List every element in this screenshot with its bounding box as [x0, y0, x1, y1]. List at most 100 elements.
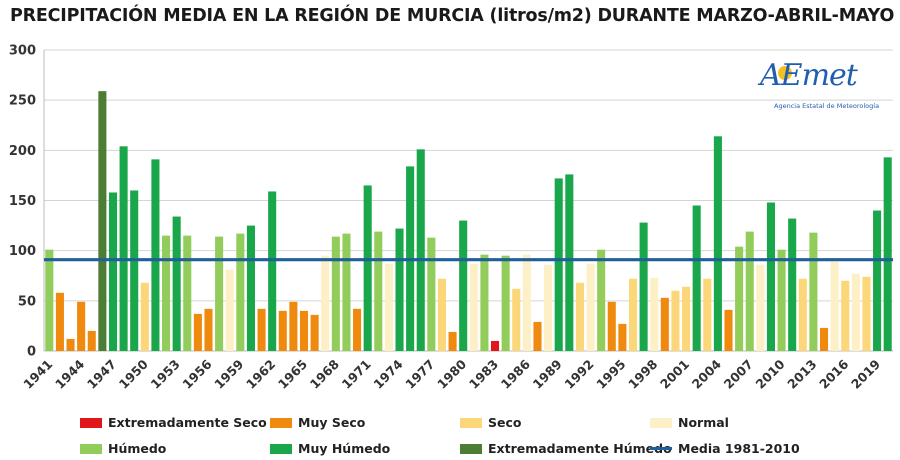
bar-2000 [671, 290, 680, 351]
bar-1988 [544, 264, 553, 351]
bar-1956 [204, 308, 213, 351]
bar-2013 [809, 232, 818, 351]
x-tick-label: 2001 [657, 357, 692, 392]
bar-1991 [575, 282, 584, 351]
x-tick-label: 1971 [339, 357, 374, 392]
bar-1968 [331, 236, 340, 351]
bar-1985 [512, 288, 521, 351]
bar-1946 [98, 91, 107, 352]
bar-1970 [353, 308, 362, 351]
bar-1953 [172, 216, 181, 351]
legend-swatch [460, 443, 482, 454]
x-tick-label: 2019 [848, 357, 883, 392]
bar-1949 [130, 190, 139, 351]
x-tick-label: 1989 [530, 357, 565, 392]
bar-1958 [225, 269, 234, 351]
legend-swatch [650, 447, 672, 450]
bar-1992 [586, 263, 595, 351]
bar-1973 [384, 263, 393, 351]
bar-1993 [597, 249, 606, 351]
bar-1986 [522, 254, 531, 351]
y-tick-label: 50 [18, 294, 36, 309]
bar-1994 [607, 301, 616, 351]
legend-label: Seco [488, 415, 522, 430]
bar-1957 [215, 236, 224, 351]
x-tick-label: 1977 [402, 357, 437, 392]
bar-2017 [851, 273, 860, 351]
y-tick-label: 0 [27, 345, 36, 360]
chart-title: PRECIPITACIÓN MEDIA EN LA REGIÓN DE MURC… [10, 6, 895, 26]
x-tick-label: 1965 [275, 357, 310, 392]
bar-2019 [873, 210, 882, 351]
bar-1959 [236, 233, 245, 351]
y-tick-label: 250 [9, 94, 36, 109]
bar-1977 [427, 237, 436, 351]
bar-2008 [756, 264, 765, 351]
x-tick-label: 1998 [625, 357, 660, 392]
bar-1978 [437, 278, 447, 351]
bar-2004 [713, 136, 722, 351]
bar-1997 [639, 222, 648, 351]
bar-1976 [416, 149, 425, 351]
legend-swatch [80, 417, 102, 428]
bar-1981 [469, 263, 478, 351]
bar-1944 [77, 301, 86, 351]
bar-1954 [183, 235, 192, 351]
bar-2003 [703, 278, 712, 351]
x-tick-label: 1947 [84, 357, 119, 392]
x-axis-ticks: 1941194419471950195319561959196219651968… [20, 356, 883, 391]
x-tick-label: 1956 [179, 356, 214, 391]
bar-1963 [278, 310, 287, 351]
x-tick-label: 1941 [20, 357, 55, 392]
bar-1982 [480, 254, 489, 351]
legend-swatch [80, 443, 102, 454]
legend-item: Muy Húmedo [270, 441, 390, 456]
bar-1969 [342, 233, 351, 351]
bar-1971 [363, 185, 372, 351]
x-tick-label: 2007 [721, 357, 756, 392]
bar-1995 [618, 323, 627, 351]
legend-item: Extremadamente Húmedo [460, 441, 672, 456]
aemet-logo: AEmet Agencia Estatal de Meteorología [760, 58, 880, 120]
bar-1967 [321, 255, 330, 351]
legend-item: Media 1981-2010 [650, 441, 800, 456]
bar-1945 [87, 330, 96, 351]
bar-1952 [162, 235, 171, 351]
logo-subtitle: Agencia Estatal de Meteorología [774, 102, 880, 110]
bar-2014 [819, 327, 829, 351]
bar-1964 [289, 301, 298, 351]
y-axis-ticks: 0 50 100 150 200 250 300 [9, 44, 36, 360]
bar-1942 [55, 292, 64, 351]
bar-1996 [628, 278, 638, 351]
legend-label: Muy Seco [298, 415, 366, 430]
bar-1999 [660, 297, 669, 351]
x-tick-label: 1950 [116, 356, 151, 391]
x-tick-label: 1974 [370, 356, 405, 391]
x-tick-label: 1953 [148, 357, 183, 392]
bar-2015 [830, 261, 839, 351]
bar-1947 [108, 192, 118, 351]
x-tick-label: 2010 [752, 356, 787, 391]
bar-1948 [119, 146, 128, 351]
x-tick-label: 1962 [243, 357, 278, 392]
bar-1961 [257, 308, 266, 351]
bar-1979 [448, 331, 457, 351]
x-tick-label: 1983 [466, 357, 501, 392]
bar-2002 [692, 205, 701, 351]
bar-2016 [841, 280, 850, 351]
bar-1966 [310, 314, 319, 351]
bar-1998 [650, 277, 659, 351]
bar-1989 [554, 178, 563, 351]
x-tick-label: 1968 [307, 357, 342, 392]
bar-2006 [735, 246, 744, 351]
x-tick-label: 1992 [561, 357, 596, 392]
bar-2010 [777, 249, 786, 351]
bar-1980 [459, 220, 468, 351]
bars [45, 91, 892, 352]
bar-2012 [798, 278, 807, 351]
bar-1941 [45, 249, 54, 351]
bar-2001 [682, 286, 691, 351]
bar-2005 [724, 309, 733, 351]
legend: Extremadamente Seco Muy Seco Seco Normal Húm… [0, 408, 900, 460]
